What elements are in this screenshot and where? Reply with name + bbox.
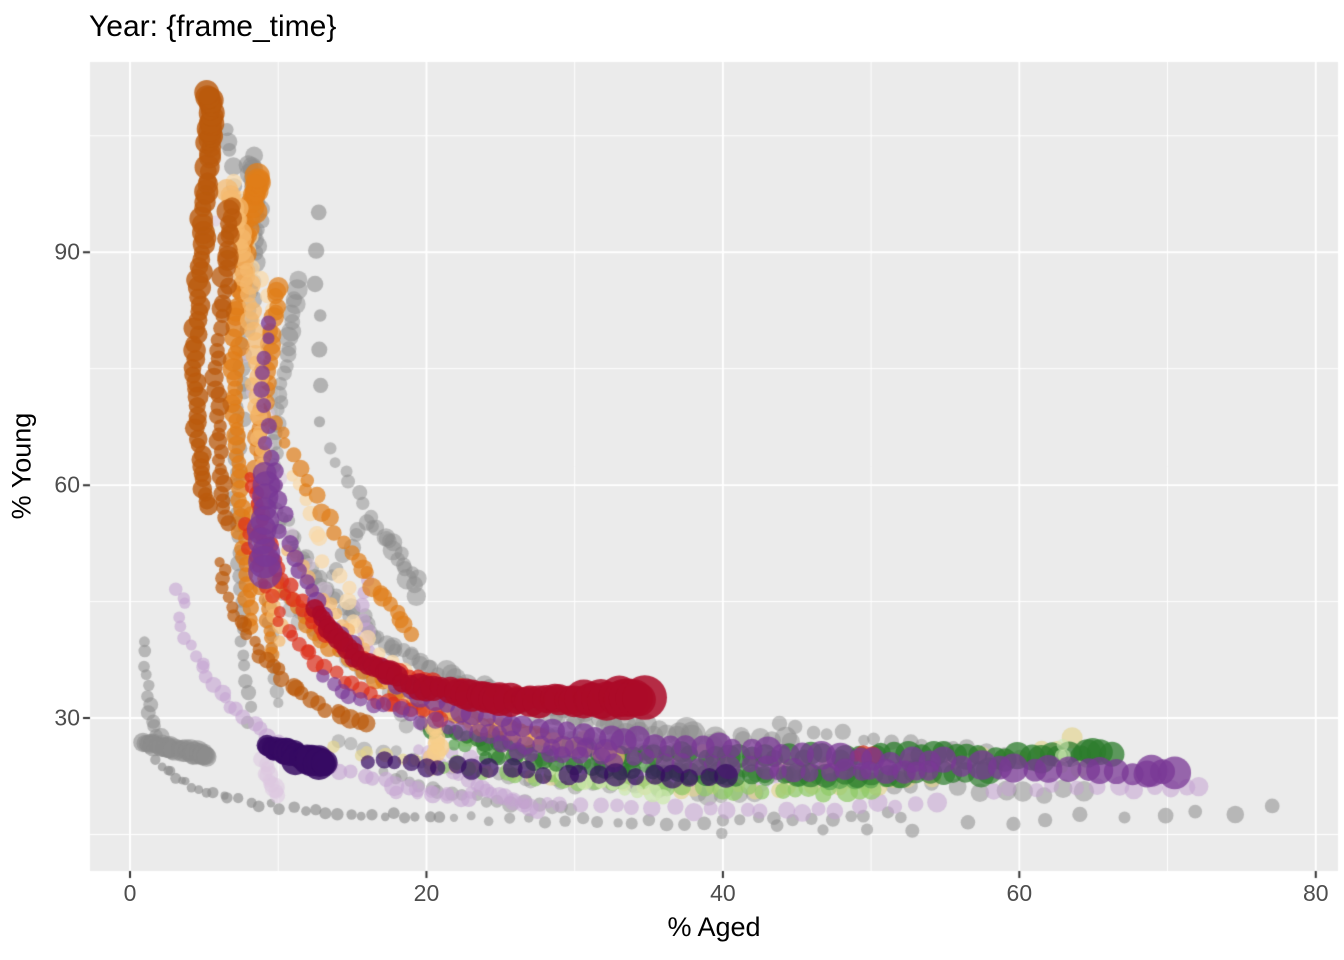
y-tick-label: 30 xyxy=(54,704,80,731)
x-tick-label: 40 xyxy=(710,880,736,906)
x-tick-label: 0 xyxy=(123,880,137,906)
y-tick-label: 90 xyxy=(54,238,80,265)
y-tick-label: 60 xyxy=(54,471,80,498)
y-axis-title: % Young xyxy=(6,412,37,520)
x-tick-label: 20 xyxy=(413,880,440,906)
chart-title: Year: {frame_time} xyxy=(89,10,337,43)
x-tick-label: 80 xyxy=(1302,880,1329,906)
x-tick-label: 60 xyxy=(1006,880,1033,906)
x-axis-title: % Aged xyxy=(667,912,761,942)
